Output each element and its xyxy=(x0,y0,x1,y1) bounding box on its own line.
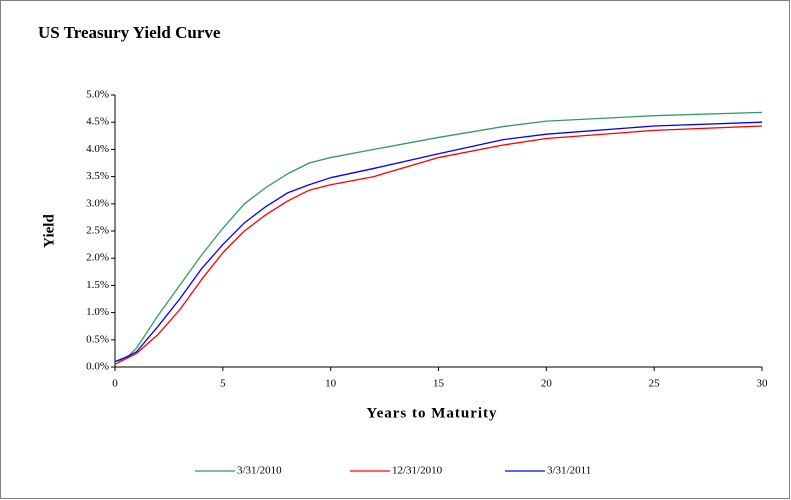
x-tick-label: 15 xyxy=(433,378,445,390)
y-axis-label: Yield xyxy=(41,214,57,248)
y-tick-label: 3.5% xyxy=(86,170,109,182)
y-tick-label: 2.0% xyxy=(86,252,109,264)
y-tick-label: 3.0% xyxy=(86,197,109,209)
y-tick-label: 0.5% xyxy=(86,333,109,345)
y-tick-label: 0.0% xyxy=(86,361,109,373)
x-tick-label: 0 xyxy=(112,378,118,390)
legend-label: 3/31/2010 xyxy=(237,465,282,477)
series-line xyxy=(114,125,763,365)
series-line xyxy=(114,111,763,363)
y-tick-label: 4.5% xyxy=(86,116,109,128)
legend-label: 3/31/2011 xyxy=(547,465,591,477)
y-tick-label: 4.0% xyxy=(86,143,109,155)
y-tick-label: 5.0% xyxy=(86,89,109,101)
y-tick-label: 1.5% xyxy=(86,279,109,291)
series-line xyxy=(114,121,763,363)
legend-label: 12/31/2010 xyxy=(392,465,443,477)
y-tick-label: 2.5% xyxy=(86,225,109,237)
x-tick-label: 10 xyxy=(325,378,337,390)
x-tick-label: 30 xyxy=(757,378,769,390)
x-tick-label: 25 xyxy=(649,378,661,390)
chart-title: US Treasury Yield Curve xyxy=(38,23,221,42)
x-tick-label: 5 xyxy=(220,378,226,390)
y-tick-label: 1.0% xyxy=(86,306,109,318)
x-axis-label: Years to Maturity xyxy=(366,405,497,421)
x-tick-label: 20 xyxy=(541,378,553,390)
